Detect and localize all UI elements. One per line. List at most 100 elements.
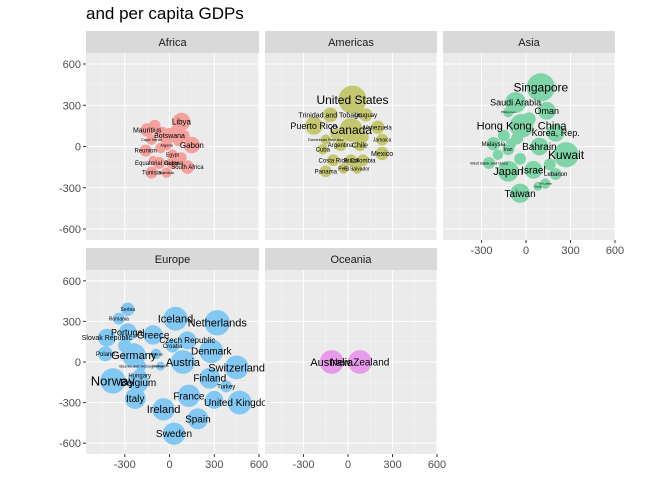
- facet-strip-label: Africa: [158, 37, 187, 49]
- facet-strip: [86, 248, 259, 270]
- bubble: [322, 107, 338, 123]
- bubble: [497, 160, 519, 182]
- bubble-label: Mexico: [371, 151, 393, 158]
- bubble-label: Czech Republic: [159, 336, 215, 345]
- x-tick-label: -300: [471, 245, 493, 257]
- bubble-label: South Africa: [171, 165, 204, 171]
- bubble: [327, 154, 340, 167]
- bubble: [135, 360, 147, 372]
- facet-strip-label: Asia: [518, 37, 540, 49]
- bubble-label: Switzerland: [208, 362, 265, 374]
- bubble: [152, 398, 175, 421]
- bubble-label: Syria: [534, 184, 541, 188]
- bubble-label: Oman: [535, 106, 560, 116]
- y-tick-label: -300: [59, 398, 81, 410]
- bubble-label: Brazil: [343, 158, 358, 164]
- bubble: [483, 157, 495, 169]
- bubble-label: Cuba: [316, 147, 331, 153]
- bubble: [165, 339, 180, 353]
- bubble-label: Portugal: [111, 327, 145, 337]
- bubble: [317, 144, 329, 155]
- bubble: [345, 154, 357, 167]
- bubble-label: Mauritius: [133, 127, 162, 134]
- bubble: [537, 101, 556, 120]
- bubble: [526, 73, 555, 102]
- bubble: [514, 152, 527, 165]
- bubble: [227, 390, 252, 415]
- x-tick-label: 600: [250, 459, 268, 471]
- bubble: [124, 388, 146, 409]
- bubble: [204, 310, 230, 336]
- facet-strip: [443, 31, 615, 53]
- bubble: [199, 339, 224, 364]
- x-tick-label: 0: [523, 245, 529, 257]
- x-tick-label: 300: [383, 459, 401, 471]
- bubble-label: Saudi Arabia: [490, 98, 541, 108]
- bubble-label: Algeria: [160, 143, 173, 148]
- bubble: [510, 183, 530, 203]
- bubble: [533, 181, 543, 191]
- bubble-label: Cape Verde: [141, 137, 163, 142]
- bubble-label: Tunisia: [142, 171, 162, 177]
- bubble-label: Singapore: [514, 81, 569, 95]
- bubble-label: Equatorial Guinea: [135, 161, 184, 167]
- bubble: [150, 348, 162, 360]
- bubble: [143, 325, 163, 345]
- bubble: [155, 142, 166, 154]
- bubble: [497, 129, 510, 142]
- facet-strip: [265, 248, 437, 270]
- bubble-label: Iran: [504, 147, 513, 153]
- bubble: [112, 312, 125, 325]
- bubble: [146, 134, 157, 145]
- bubble: [139, 144, 152, 157]
- bubble: [179, 130, 190, 141]
- bubble: [522, 112, 536, 126]
- bubble-label: Namibia: [159, 170, 174, 175]
- bubble-label: Libya: [172, 118, 192, 127]
- bubble-label: Colombia: [350, 158, 376, 164]
- bubble: [359, 108, 373, 122]
- bubble-label: Netherlands: [188, 318, 248, 330]
- bubble-label: Israel: [521, 165, 545, 176]
- bubble-label: Peru: [338, 166, 349, 172]
- bubble: [330, 128, 343, 141]
- bubble-label: Venezuela: [364, 125, 393, 131]
- x-tick-label: -300: [114, 459, 136, 471]
- bubble: [348, 350, 372, 374]
- bubble: [356, 154, 369, 167]
- bubble: [486, 137, 501, 151]
- bubble-label: Trinidad and Tobago: [299, 112, 363, 119]
- bubble: [338, 85, 367, 114]
- bubble: [530, 137, 549, 156]
- bubble-label: Turkey: [217, 384, 235, 390]
- bubble-label: Finland: [193, 374, 226, 385]
- bubble: [162, 422, 186, 445]
- y-tick-label: 0: [75, 142, 81, 154]
- bubble: [148, 155, 158, 165]
- y-tick-label: -600: [59, 438, 81, 450]
- bubble-label: Spain: [185, 414, 211, 425]
- bubble: [163, 306, 188, 331]
- bubble: [524, 160, 543, 179]
- bubble-label: Uruguay: [354, 113, 377, 119]
- bubble-label: Chile: [352, 143, 368, 150]
- bubble-label: Greece: [137, 330, 170, 341]
- bubble: [376, 133, 389, 146]
- bubble: [183, 136, 201, 154]
- bubble: [351, 163, 363, 174]
- bubble: [100, 368, 126, 394]
- y-tick-label: 300: [63, 316, 81, 328]
- x-tick-label: 300: [561, 245, 579, 257]
- bubble-label: Puerto Rico: [290, 121, 337, 131]
- bubble: [160, 135, 170, 145]
- bubble: [171, 350, 195, 374]
- bubble-label: Sweden: [156, 429, 192, 440]
- bubble-label: United Kingdom: [204, 398, 275, 409]
- facet-strip-label: Europe: [155, 254, 190, 266]
- bubble-label: Argentina: [328, 143, 354, 149]
- bubble-label: Canada: [330, 123, 372, 137]
- bubble-label: Reunion: [134, 149, 156, 155]
- bubble: [177, 384, 201, 408]
- bubble-label: Italy: [126, 394, 144, 405]
